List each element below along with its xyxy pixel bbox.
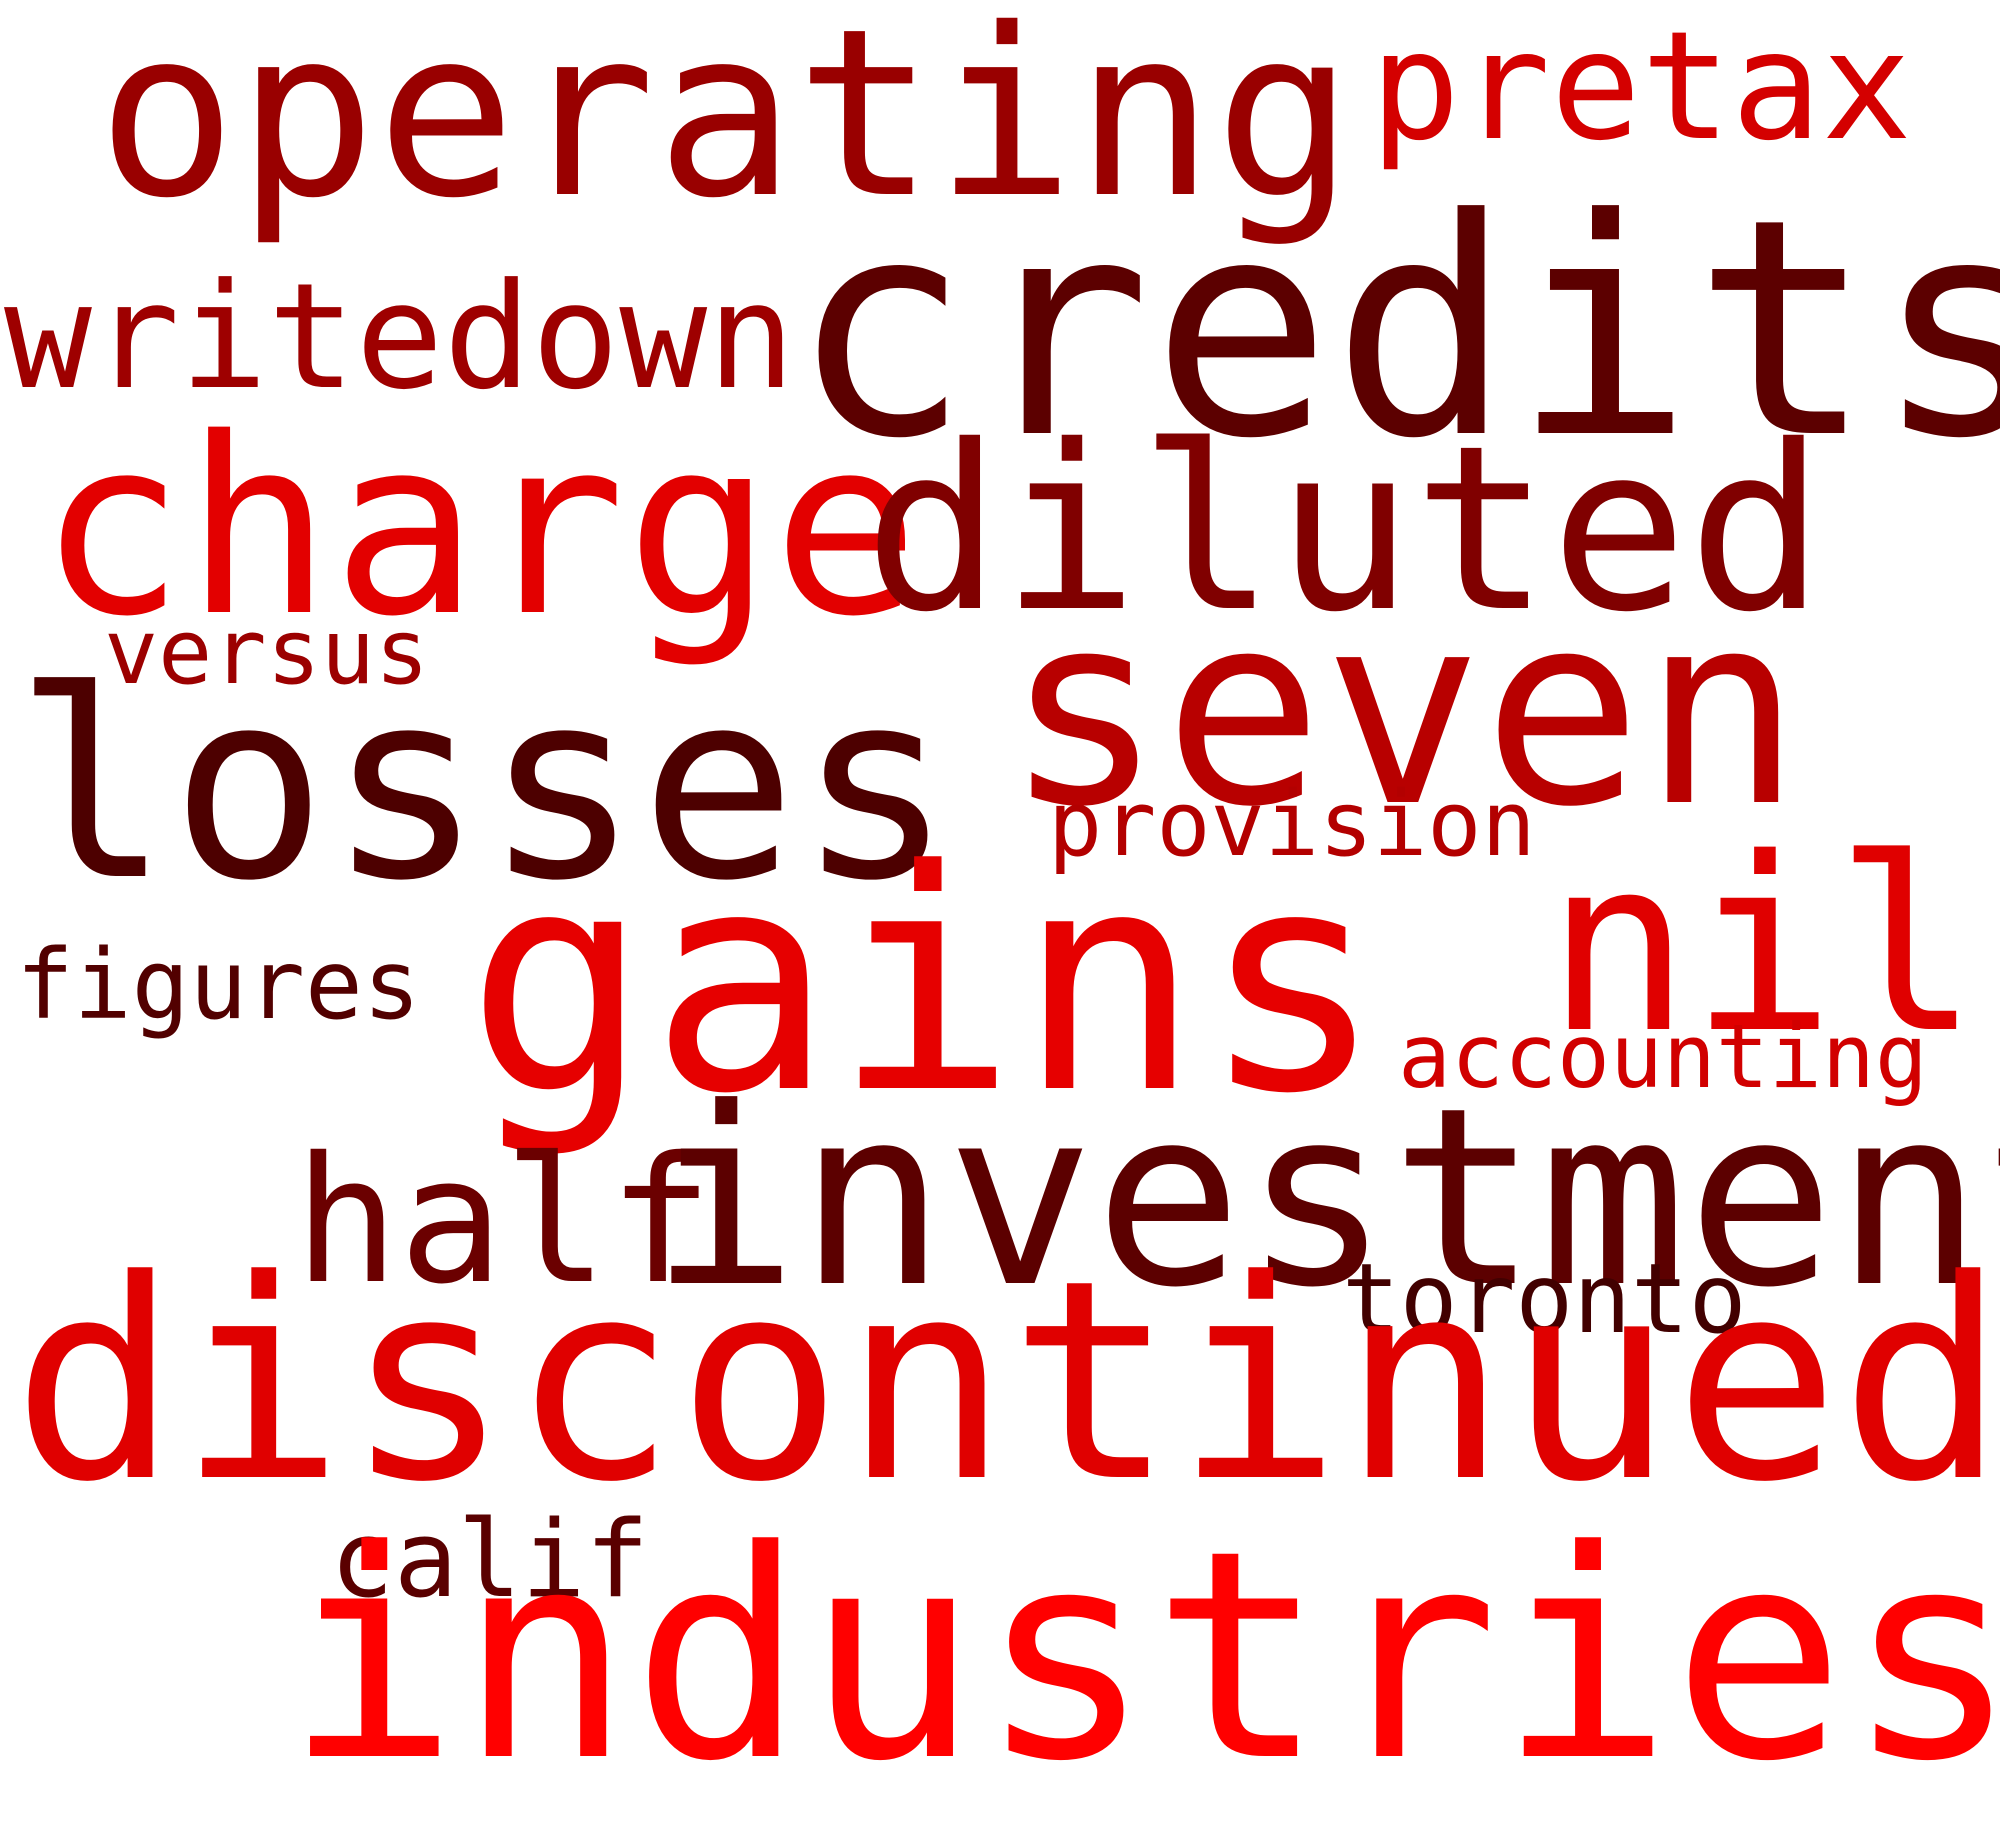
word-toronto: toronto [1342,1243,1747,1355]
word-figures: figures [16,929,421,1041]
word-writedown: writedown [4,252,796,422]
word-pretax: pretax [1370,0,1912,174]
word-gains: gains [466,805,1385,1160]
word-discontinued: discontinued [12,1222,2000,1543]
word-diluted: diluted [864,396,1825,662]
word-nil: nil [1546,806,1980,1086]
word-industries: industries [285,1489,2000,1824]
word-calif: calif [330,1498,650,1621]
word-losses: losses [14,636,954,938]
word-operating: operating [97,0,1355,249]
word-half: half [294,1120,714,1323]
word-credits: credits [790,155,2000,504]
word-accounting: accounting [1398,1005,1928,1108]
word-charge: charge [38,386,920,670]
word-provision: provision [1048,772,1536,877]
word-seven: seven [1004,557,1802,865]
word-investment: investment [650,1056,2000,1342]
word-versus: versus [104,600,430,705]
